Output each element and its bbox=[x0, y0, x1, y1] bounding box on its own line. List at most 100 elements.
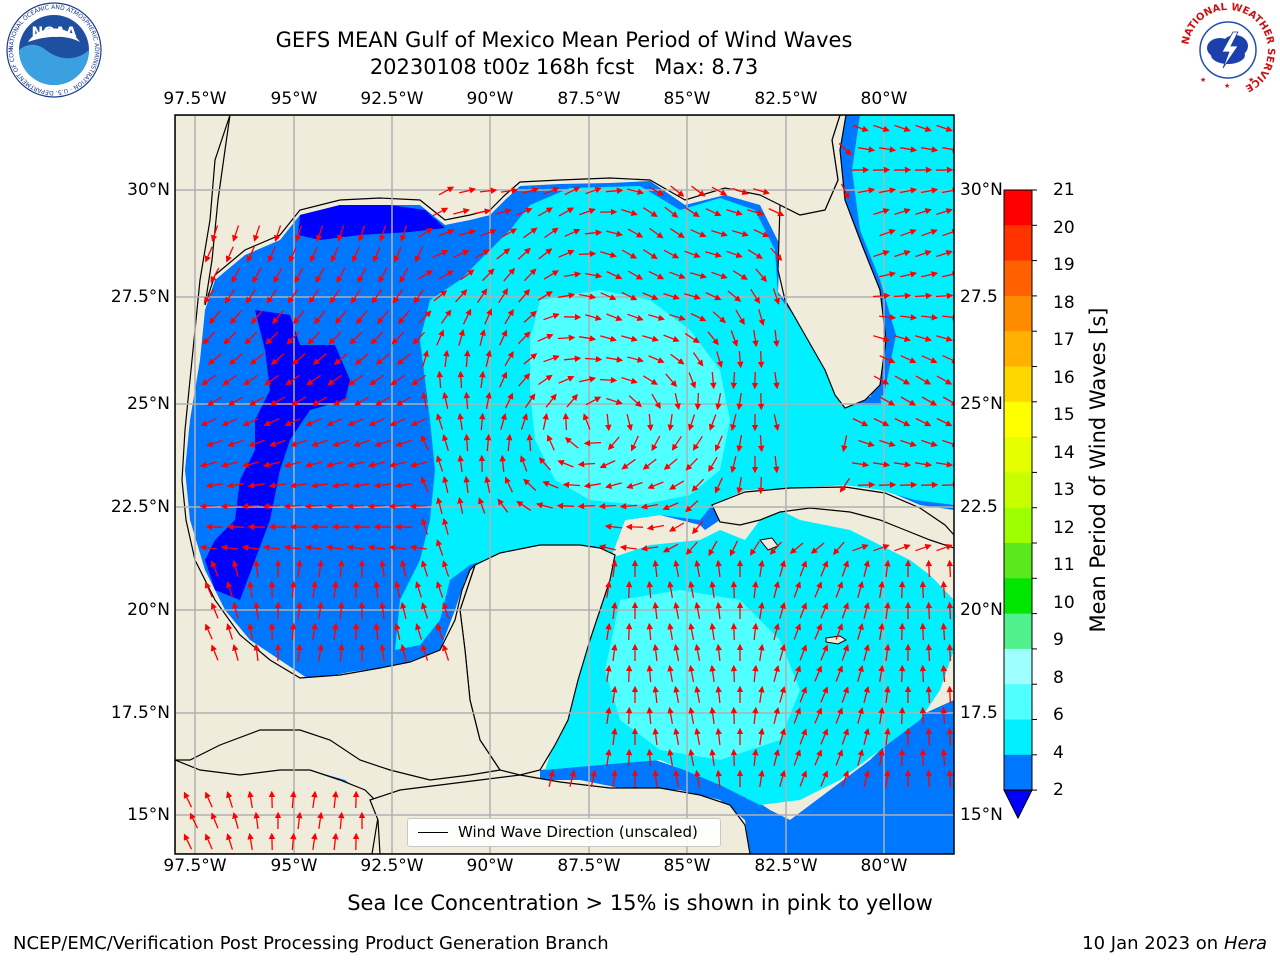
wind-wave-arrow bbox=[646, 524, 665, 531]
wind-wave-arrow bbox=[942, 271, 954, 278]
wind-wave-arrow bbox=[252, 267, 262, 284]
wind-wave-arrow bbox=[921, 355, 938, 364]
wind-wave-arrow bbox=[290, 790, 297, 809]
wind-wave-arrow bbox=[244, 331, 258, 345]
lon-label-bottom: 85°W bbox=[663, 856, 711, 876]
wind-wave-arrow bbox=[709, 580, 716, 598]
wind-wave-arrow bbox=[371, 289, 383, 304]
wind-wave-arrow bbox=[557, 334, 576, 342]
wind-wave-arrow bbox=[563, 271, 582, 278]
wind-wave-arrow bbox=[647, 413, 654, 432]
wind-wave-arrow bbox=[841, 728, 849, 745]
wind-wave-arrow bbox=[201, 374, 216, 386]
wind-wave-arrow bbox=[940, 622, 948, 641]
wind-wave-arrow bbox=[607, 436, 620, 451]
wind-wave-arrow bbox=[351, 246, 360, 263]
wind-wave-arrow bbox=[473, 208, 492, 215]
wind-wave-arrow bbox=[582, 413, 591, 430]
wind-wave-arrow bbox=[705, 208, 722, 217]
wind-wave-arrow bbox=[694, 769, 701, 788]
colorbar-segment bbox=[1004, 366, 1032, 403]
wind-wave-arrow bbox=[758, 309, 765, 326]
wind-wave-arrow bbox=[505, 392, 514, 409]
wind-wave-arrow bbox=[353, 396, 370, 406]
wind-wave-arrow bbox=[379, 559, 386, 577]
wind-wave-arrow bbox=[835, 749, 844, 766]
wind-wave-arrow bbox=[900, 439, 917, 447]
wind-wave-arrow bbox=[690, 229, 707, 238]
wind-wave-arrow bbox=[296, 811, 303, 830]
wind-wave-arrow bbox=[457, 454, 464, 472]
wind-wave-arrow bbox=[226, 581, 234, 598]
wind-wave-arrow bbox=[799, 644, 808, 661]
wind-wave-arrow bbox=[247, 790, 254, 809]
wind-wave-arrow bbox=[919, 706, 927, 725]
wind-wave-arrow bbox=[369, 374, 384, 386]
wind-wave-arrow bbox=[715, 643, 722, 661]
wind-wave-arrow bbox=[900, 271, 918, 278]
lon-label-bottom: 95°W bbox=[270, 856, 318, 876]
wind-wave-arrow bbox=[442, 560, 450, 577]
lon-label-top: 95°W bbox=[270, 89, 318, 109]
wind-wave-arrow bbox=[652, 769, 659, 787]
wind-wave-arrow bbox=[779, 770, 786, 787]
wind-wave-arrow bbox=[204, 581, 213, 598]
wind-wave-arrow bbox=[312, 353, 327, 366]
wind-wave-arrow bbox=[900, 355, 917, 364]
lat-label-right: 17.5 bbox=[960, 703, 998, 723]
wind-wave-arrow bbox=[899, 481, 918, 489]
wind-wave-arrow bbox=[347, 418, 364, 427]
wind-wave-arrow bbox=[349, 331, 363, 345]
wind-wave-arrow bbox=[247, 482, 265, 489]
wind-wave-arrow bbox=[436, 539, 444, 556]
wind-wave-arrow bbox=[879, 229, 896, 237]
max-value: Max: 8.73 bbox=[654, 55, 759, 79]
wind-wave-arrow bbox=[668, 522, 685, 532]
wind-wave-arrow bbox=[537, 333, 554, 342]
wind-wave-arrow bbox=[315, 267, 325, 284]
wind-wave-arrow bbox=[348, 374, 363, 386]
wind-wave-arrow bbox=[779, 602, 786, 619]
wind-wave-arrow bbox=[758, 559, 765, 577]
colorbar-segment bbox=[1004, 225, 1032, 262]
wind-wave-arrow bbox=[463, 475, 470, 493]
wind-wave-arrow bbox=[894, 208, 911, 216]
wind-wave-arrow bbox=[684, 207, 700, 218]
wind-wave-arrow bbox=[518, 373, 531, 387]
wind-wave-arrow bbox=[311, 832, 318, 850]
wind-wave-arrow bbox=[688, 372, 697, 389]
wind-wave-arrow bbox=[248, 439, 265, 447]
wind-wave-arrow bbox=[442, 475, 449, 493]
wind-wave-arrow bbox=[840, 183, 850, 200]
wind-wave-arrow bbox=[673, 643, 680, 662]
wind-wave-arrow bbox=[709, 664, 716, 682]
wind-wave-arrow bbox=[879, 355, 896, 364]
wind-wave-arrow bbox=[398, 310, 410, 325]
wind-wave-arrow bbox=[283, 544, 301, 551]
wind-wave-arrow bbox=[436, 329, 445, 346]
wind-wave-arrow bbox=[946, 769, 954, 788]
wind-wave-arrow bbox=[248, 396, 265, 406]
wind-wave-arrow bbox=[857, 581, 864, 598]
wind-wave-arrow bbox=[316, 225, 324, 242]
colorbar-tick-label: 19 bbox=[1053, 255, 1075, 275]
wind-wave-arrow bbox=[304, 544, 322, 551]
wind-wave-arrow bbox=[295, 225, 303, 242]
wind-wave-arrow bbox=[852, 417, 869, 427]
wind-wave-arrow bbox=[940, 664, 948, 683]
wind-wave-arrow bbox=[857, 187, 876, 194]
wind-wave-arrow bbox=[894, 124, 911, 132]
wind-wave-arrow bbox=[453, 249, 470, 258]
wind-wave-arrow bbox=[332, 790, 339, 809]
wind-wave-arrow bbox=[379, 225, 387, 242]
wind-wave-arrow bbox=[253, 643, 260, 661]
wind-wave-arrow bbox=[600, 292, 617, 301]
wind-wave-arrow bbox=[206, 396, 223, 406]
wind-wave-arrow bbox=[627, 270, 644, 280]
wind-wave-arrow bbox=[577, 502, 596, 510]
wind-wave-arrow bbox=[652, 727, 659, 745]
wind-wave-arrow bbox=[694, 685, 701, 704]
wind-wave-arrow bbox=[204, 833, 213, 850]
wind-wave-arrow bbox=[433, 290, 448, 302]
